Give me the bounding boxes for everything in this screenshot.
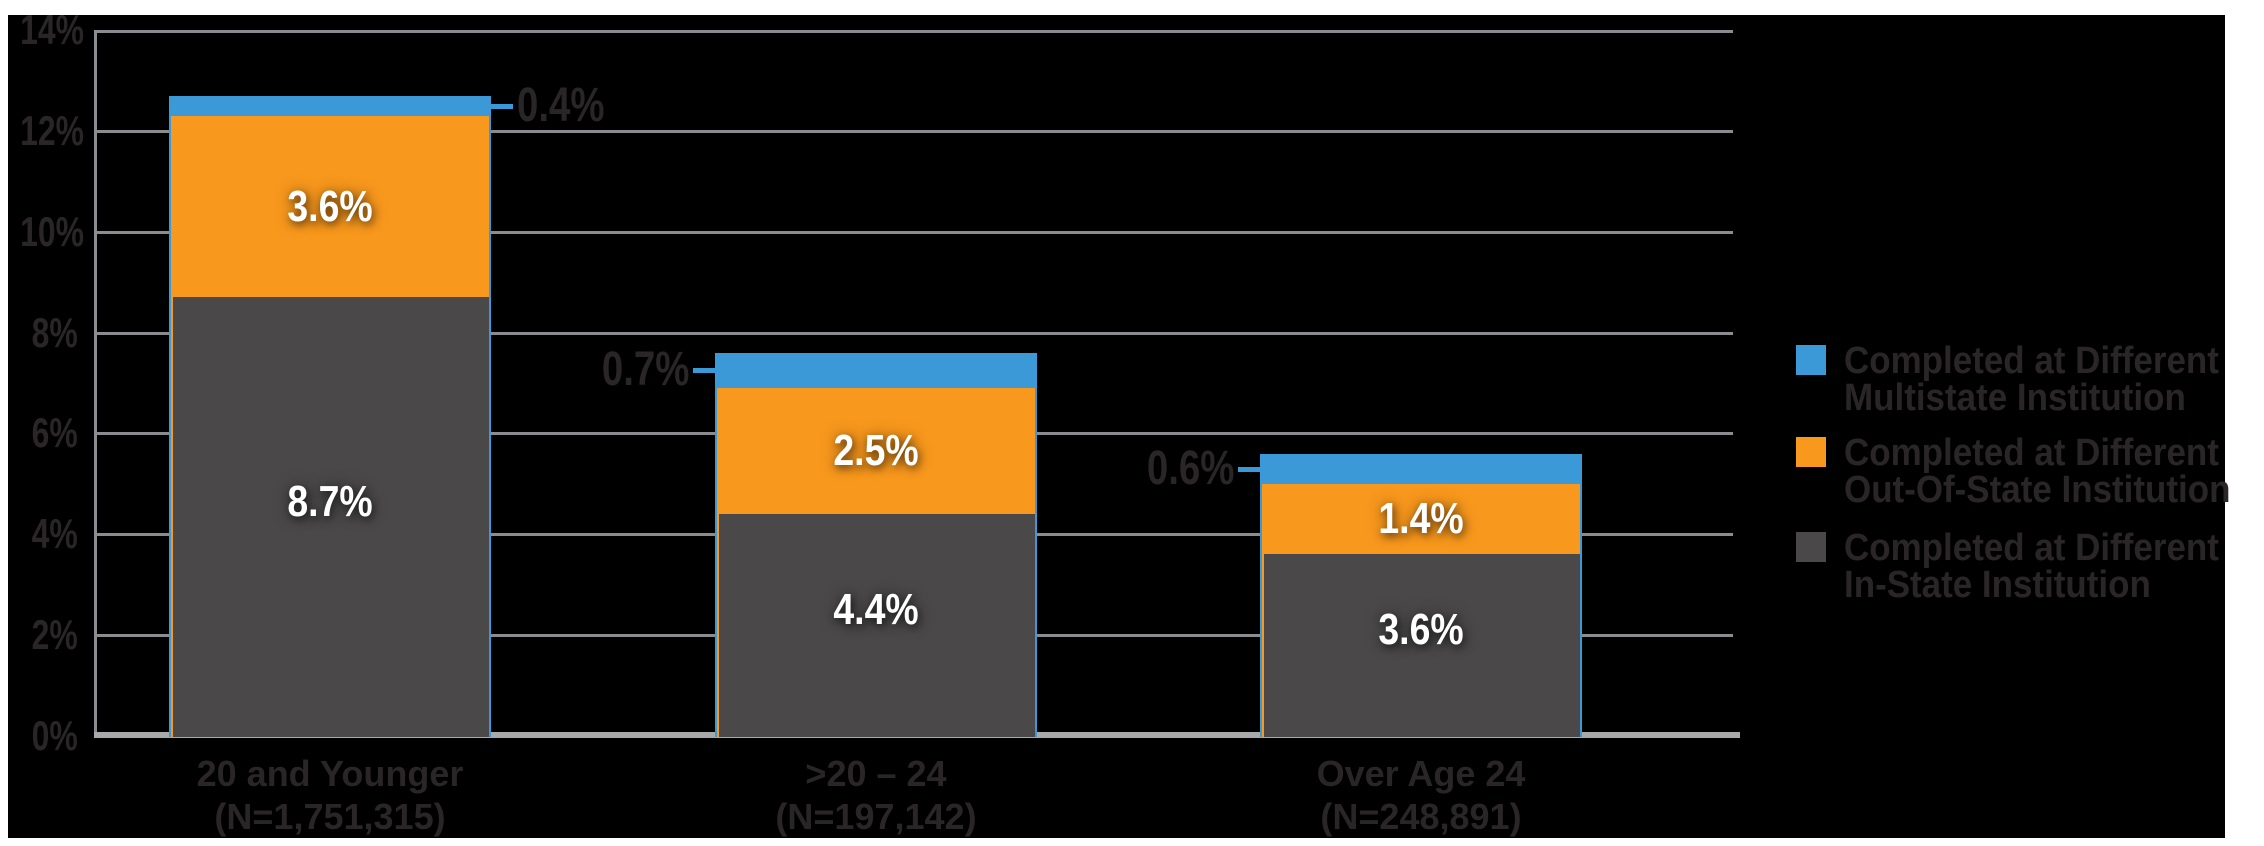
y-tick-label-4%: 4%: [0, 513, 78, 555]
legend-swatch: [1796, 532, 1826, 562]
y-tick-label-10%-text: 10%: [20, 207, 85, 255]
y-tick-label-0%: 0%: [0, 715, 78, 757]
data-label-out_of_state-text: 3.6%: [287, 181, 373, 231]
bar-group: [1260, 0, 1582, 737]
category-label-line1: >20 – 24: [556, 752, 1196, 795]
category-label: >20 – 24 (N=197,142): [556, 752, 1196, 838]
callout-label-multistate: 0.6%: [1146, 441, 1234, 495]
legend-label: Completed at Different In-State Instituti…: [1844, 527, 2251, 606]
gridline-10%: [97, 230, 1733, 234]
category-label-line1: 20 and Younger: [10, 752, 650, 795]
data-label-out_of_state: 1.4%: [1378, 494, 1463, 544]
category-label-line2-text: (N=1,751,315): [214, 796, 446, 837]
y-tick-label-6%: 6%: [0, 412, 78, 454]
callout-label-multistate: 0.7%: [601, 346, 689, 394]
callout-label-multistate-text: 0.6%: [1146, 441, 1234, 495]
bar-segment-in_state: [1264, 554, 1580, 737]
y-tick-label-4%-text: 4%: [31, 510, 78, 558]
callout-label-multistate-text: 0.7%: [601, 343, 689, 397]
callout-leader-line: [1238, 466, 1262, 472]
gridline-12%: [97, 129, 1733, 133]
category-label-line2-text: (N=197,142): [775, 796, 977, 837]
data-label-in_state-text: 4.4%: [833, 585, 919, 635]
data-label-out_of_state-text: 2.5%: [833, 426, 919, 476]
plot-top-border: [94, 30, 1733, 33]
legend-label-line2: Multistate Institution: [1844, 377, 2186, 419]
y-tick-label-6%-text: 6%: [31, 409, 78, 457]
legend-label-line2: In-State Institution: [1844, 564, 2151, 606]
data-label-out_of_state: 2.5%: [833, 426, 918, 476]
gridline-8%: [97, 331, 1733, 335]
category-label-line1-text: 20 and Younger: [196, 753, 464, 794]
category-label-line1-text: >20 – 24: [805, 753, 947, 794]
y-tick-label-14%: 14%: [0, 9, 84, 51]
data-label-out_of_state: 3.6%: [287, 182, 372, 232]
legend-label-line2: Out-Of-State Institution: [1844, 469, 2231, 511]
bar-segment-in_state: [173, 297, 489, 737]
data-label-in_state-text: 8.7%: [287, 476, 373, 526]
legend-swatch: [1796, 437, 1826, 467]
category-label-line2: (N=197,142): [556, 795, 1196, 838]
legend-label-line1: Completed at Different: [1844, 527, 2219, 569]
data-label-in_state: 4.4%: [833, 585, 918, 635]
data-label-out_of_state-text: 1.4%: [1378, 494, 1464, 544]
data-label-in_state-text: 3.6%: [1378, 605, 1464, 655]
y-tick-label-12%-text: 12%: [20, 106, 85, 154]
y-tick-label-2%: 2%: [0, 614, 78, 656]
y-tick-label-14%-text: 14%: [20, 6, 85, 53]
legend-label-line1: Completed at Different: [1844, 432, 2219, 474]
data-label-in_state: 3.6%: [1378, 605, 1463, 655]
y-tick-label-10%: 10%: [0, 210, 84, 253]
category-label-line2: (N=1,751,315): [10, 795, 650, 838]
legend-label-line1: Completed at Different: [1844, 340, 2219, 382]
category-label-line1: Over Age 24: [1101, 752, 1741, 795]
callout-label-multistate: 0.4%: [517, 78, 605, 132]
legend-label: Completed at Different Multistate Institu…: [1844, 340, 2251, 419]
y-tick-label-8%: 8%: [0, 308, 78, 356]
data-label-in_state: 8.7%: [287, 477, 372, 527]
y-tick-label-0%-text: 0%: [31, 712, 78, 759]
callout-leader-line: [693, 368, 717, 374]
legend-swatch: [1796, 345, 1826, 375]
y-axis-line: [94, 30, 97, 736]
legend-label: Completed at Different Out-Of-State Insti…: [1844, 432, 2264, 511]
bar-group: [715, 0, 1037, 737]
category-label-line2: (N=248,891): [1101, 795, 1741, 838]
bar-group: [169, 0, 491, 737]
category-label-line2-text: (N=248,891): [1320, 796, 1522, 837]
category-label: Over Age 24 (N=248,891): [1101, 752, 1741, 838]
callout-leader-line: [489, 103, 513, 109]
y-tick-label-8%-text: 8%: [31, 308, 78, 356]
category-label: 20 and Younger (N=1,751,315): [10, 752, 650, 838]
bar-segment-in_state: [719, 514, 1035, 737]
y-tick-label-2%-text: 2%: [31, 611, 78, 659]
y-tick-label-12%: 12%: [0, 109, 84, 152]
callout-label-multistate-text: 0.4%: [517, 78, 605, 132]
category-label-line1-text: Over Age 24: [1316, 753, 1526, 794]
